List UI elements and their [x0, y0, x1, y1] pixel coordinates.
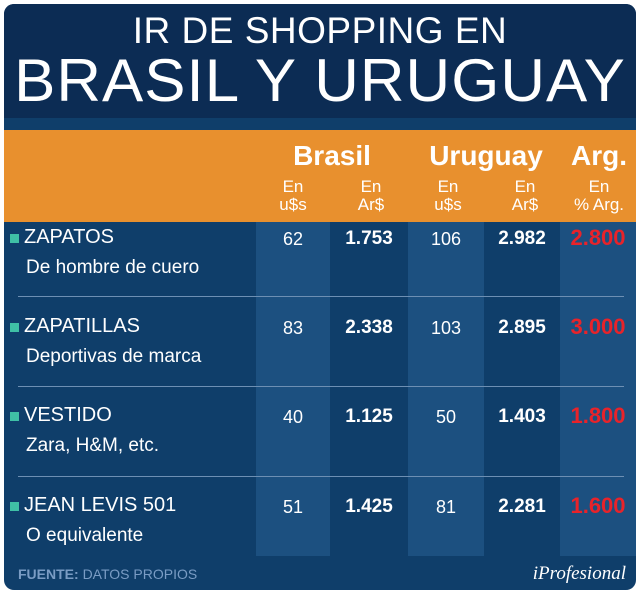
subheader-brasil-usd: En u$s [260, 178, 326, 214]
cell-uruguay-usd: 106 [430, 229, 462, 249]
source-label: FUENTE: [18, 566, 79, 582]
cell-uruguay-ars: 2.281 [498, 496, 546, 517]
cell-brasil-ars: 1.125 [345, 406, 393, 427]
cell-brasil-usd: 62 [282, 229, 304, 249]
header-brasil: Brasil [293, 140, 371, 171]
subheader-en: En [282, 177, 304, 196]
product-name: JEAN LEVIS 501 [24, 494, 177, 516]
cell-brasil-ars: 1.425 [345, 496, 393, 517]
cell-uruguay-ars: 2.982 [498, 228, 546, 249]
subheader-ars: Ar$ [357, 195, 385, 214]
cell-uruguay-ars: 1.403 [498, 406, 546, 427]
brand-logo: iProfesional [532, 563, 626, 584]
title-bar: IR DE SHOPPING EN BRASIL Y URUGUAY [4, 4, 636, 118]
product-detail: Zara, H&M, etc. [26, 435, 160, 456]
cell-brasil-ars: 1.753 [345, 228, 393, 249]
row-bullet-icon [10, 412, 19, 421]
row-separator [18, 386, 624, 387]
product-name: VESTIDO [24, 404, 112, 426]
cell-uruguay-usd: 81 [435, 497, 457, 517]
cell-brasil-usd: 40 [282, 407, 304, 427]
row-bullet-icon [10, 502, 19, 511]
subheader-usd: u$s [434, 195, 462, 214]
cell-arg-pct: 3.000 [570, 314, 626, 339]
product-name: ZAPATILLAS [24, 315, 140, 337]
title-line-2: BRASIL Y URUGUAY [14, 47, 626, 114]
title-line-1: IR DE SHOPPING EN [132, 10, 508, 51]
product-name: ZAPATOS [24, 226, 115, 248]
source-note: FUENTE: DATOS PROPIOS [18, 566, 197, 582]
cell-arg-pct: 1.600 [570, 493, 626, 518]
cell-arg-pct: 1.800 [570, 403, 626, 428]
subheader-en: En [514, 177, 536, 196]
subheader-uruguay-usd: En u$s [414, 178, 482, 214]
subheader-en: En [360, 177, 382, 196]
product-detail: Deportivas de marca [26, 346, 202, 367]
cell-brasil-usd: 51 [282, 497, 304, 517]
subheader-arg-pct: En % Arg. [562, 178, 636, 214]
cell-uruguay-usd: 103 [430, 318, 462, 338]
header-uruguay: Uruguay [429, 140, 543, 171]
subheader-ars: Ar$ [511, 195, 539, 214]
subheader-uruguay-ars: En Ar$ [490, 178, 560, 214]
row-bullet-icon [10, 323, 19, 332]
header-arg: Arg. [571, 140, 627, 171]
subheader-brasil-ars: En Ar$ [336, 178, 406, 214]
cell-brasil-ars: 2.338 [345, 317, 393, 338]
subheader-en: En [588, 177, 610, 196]
table-header-band-overlay [4, 130, 636, 222]
subheader-usd: u$s [279, 195, 307, 214]
row-bullet-icon [10, 234, 19, 243]
source-value: DATOS PROPIOS [82, 566, 198, 582]
row-separator [18, 296, 624, 297]
row-separator [18, 476, 624, 477]
product-detail: O equivalente [26, 525, 144, 546]
cell-uruguay-usd: 50 [435, 407, 457, 427]
cell-uruguay-ars: 2.895 [498, 317, 546, 338]
cell-arg-pct: 2.800 [570, 225, 626, 250]
product-detail: De hombre de cuero [26, 257, 200, 278]
infographic-panel: IR DE SHOPPING EN BRASIL Y URUGUAY Brasi… [4, 4, 636, 590]
subheader-en: En [437, 177, 459, 196]
cell-brasil-usd: 83 [282, 318, 304, 338]
subheader-pct-arg: % Arg. [573, 195, 625, 214]
